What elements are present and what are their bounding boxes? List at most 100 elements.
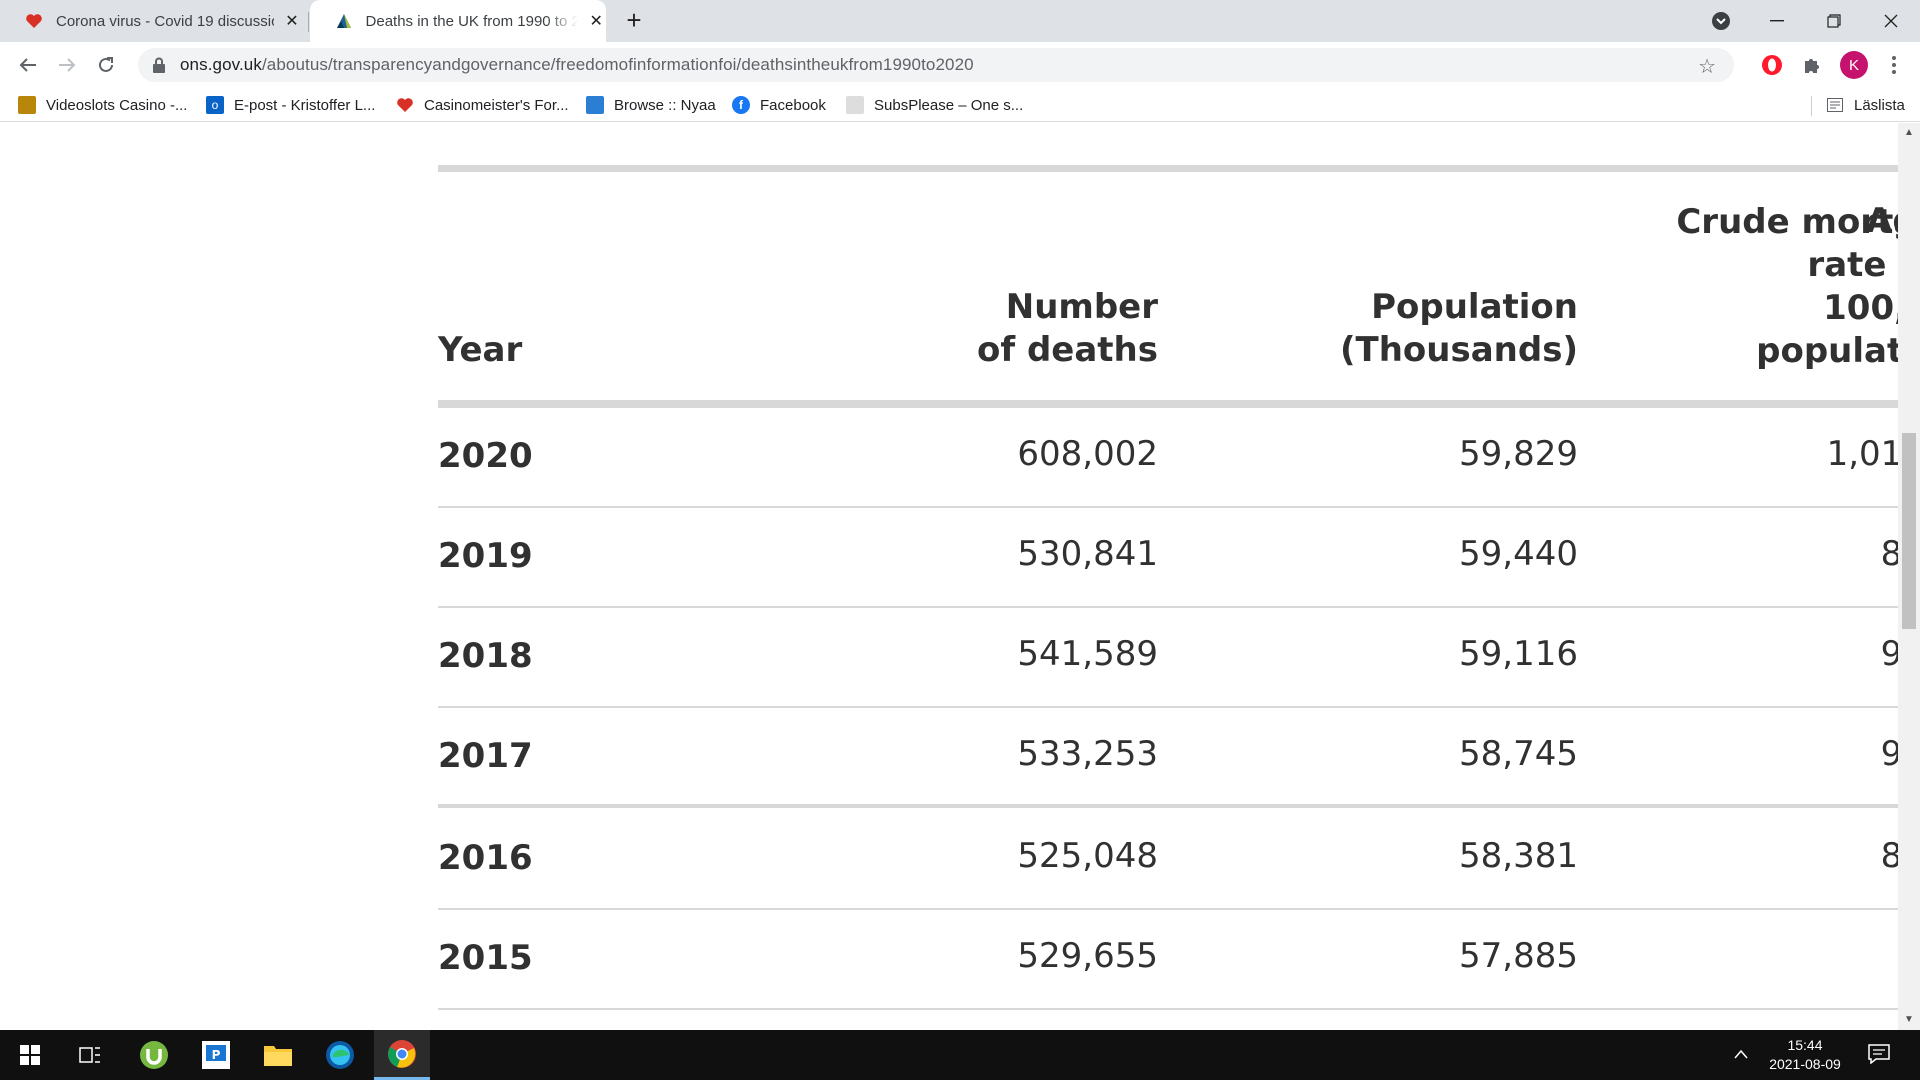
- table-row: 2017 533,253 58,745 907.7: [438, 708, 1898, 808]
- scroll-thumb[interactable]: [1902, 433, 1916, 629]
- address-bar[interactable]: ons.gov.uk/aboutus/transparencyandgovern…: [138, 48, 1734, 82]
- cell-rate: 915: [1598, 936, 1898, 976]
- bookmarks-separator: [1811, 96, 1812, 116]
- tab-separator: [308, 12, 309, 32]
- bookmark-label: E-post - Kristoffer L...: [234, 96, 376, 114]
- opera-extension-icon[interactable]: [1760, 53, 1784, 77]
- profile-avatar[interactable]: K: [1840, 51, 1868, 79]
- reading-list-label: Läslista: [1854, 96, 1905, 114]
- tab-corona-discussion[interactable]: Corona virus - Covid 19 discussion ✕: [0, 0, 308, 42]
- bookmark-label: SubsPlease – One s...: [874, 96, 1024, 114]
- close-tab-icon[interactable]: ✕: [589, 13, 603, 30]
- bookmark-epost[interactable]: o E-post - Kristoffer L...: [206, 94, 375, 116]
- system-clock[interactable]: 15:44 2021-08-09: [1750, 1036, 1860, 1074]
- cell-year: 2018: [438, 636, 533, 676]
- file-explorer-icon[interactable]: [250, 1030, 306, 1080]
- table-row: 2020 608,002 59,829 1,016.20: [438, 408, 1898, 508]
- table-row: 2016 525,048 58,381 899.3: [438, 810, 1898, 910]
- vertical-scrollbar[interactable]: ▲ ▼: [1898, 123, 1920, 1030]
- cell-rate: 907.7: [1880, 734, 1898, 774]
- notification-icon[interactable]: [1868, 1044, 1892, 1066]
- bookmark-label: Videoslots Casino -...: [46, 96, 188, 114]
- new-tab-button[interactable]: +: [626, 5, 642, 35]
- extensions-puzzle-icon[interactable]: [1800, 53, 1824, 77]
- nyaa-icon: [586, 96, 604, 114]
- cell-rate: 1,016.20: [1826, 434, 1898, 474]
- back-button[interactable]: [14, 51, 42, 79]
- cell-deaths: 529,655: [1017, 936, 1158, 976]
- header-age-partial: Ag: [1866, 201, 1898, 241]
- tab-deaths-uk[interactable]: Deaths in the UK from 1990 to 2020 ✕: [310, 0, 606, 42]
- bookmark-casinomeister[interactable]: Casinomeister's For...: [396, 94, 569, 116]
- bookmark-facebook[interactable]: f Facebook: [732, 94, 826, 116]
- table-row: 2019 530,841 59,440 893.1: [438, 508, 1898, 608]
- bookmark-label: Casinomeister's For...: [424, 96, 569, 114]
- windows-taskbar: P 15:44 2021-08-09: [0, 1030, 1920, 1080]
- header-bottom-rule: [438, 400, 1898, 408]
- cell-rate: 899.3: [1880, 836, 1898, 876]
- cell-year: 2020: [438, 436, 533, 476]
- bookmark-subsplease[interactable]: SubsPlease – One s...: [846, 94, 1023, 116]
- close-window-button[interactable]: [1862, 0, 1920, 42]
- cell-population: 59,440: [1459, 534, 1578, 574]
- reading-list-icon: [1826, 96, 1844, 114]
- scroll-down-icon[interactable]: ▼: [1904, 1014, 1914, 1025]
- bookmark-videoslots[interactable]: Videoslots Casino -...: [18, 94, 187, 116]
- reload-button[interactable]: [92, 51, 120, 79]
- reading-list-button[interactable]: Läslista: [1826, 94, 1905, 116]
- close-tab-icon[interactable]: ✕: [285, 13, 299, 30]
- menu-kebab-icon[interactable]: [1882, 53, 1906, 77]
- facebook-icon: f: [732, 96, 750, 114]
- tab-title: Corona virus - Covid 19 discussion: [56, 12, 274, 30]
- cell-year: 2016: [438, 838, 533, 878]
- tab-strip: Corona virus - Covid 19 discussion ✕ Dea…: [0, 0, 1920, 42]
- scroll-up-icon[interactable]: ▲: [1904, 127, 1914, 138]
- minimize-button[interactable]: [1748, 0, 1806, 42]
- bookmark-star-icon[interactable]: ☆: [1698, 56, 1716, 78]
- windows-logo-icon: [20, 1045, 40, 1065]
- svg-text:P: P: [212, 1048, 221, 1062]
- cell-deaths: 541,589: [1017, 634, 1158, 674]
- page-content: Year Number of deaths Population (Thousa…: [0, 123, 1898, 1030]
- bookmark-nyaa[interactable]: Browse :: Nyaa: [586, 94, 716, 116]
- edge-browser-icon[interactable]: [312, 1030, 368, 1080]
- outlook-icon: o: [206, 96, 224, 114]
- cell-population: 58,381: [1459, 836, 1578, 876]
- tab-title: Deaths in the UK from 1990 to 2020: [365, 12, 579, 30]
- forward-button[interactable]: [53, 51, 81, 79]
- bookmarks-bar: Videoslots Casino -... o E-post - Kristo…: [0, 88, 1920, 122]
- back-arrow-icon: [19, 58, 36, 72]
- heart-icon: [24, 11, 44, 31]
- chrome-taskbar-icon[interactable]: [374, 1030, 430, 1080]
- cell-year: 2019: [438, 536, 533, 576]
- table-row: 2015 529,655 57,885 915: [438, 910, 1898, 1010]
- restore-button[interactable]: [1805, 0, 1863, 42]
- chevron-up-icon[interactable]: [1734, 1046, 1748, 1062]
- cell-year: 2015: [438, 938, 533, 978]
- header-year: Year: [438, 330, 523, 370]
- task-view-button[interactable]: [62, 1030, 118, 1080]
- tab-search-button[interactable]: [1692, 0, 1750, 42]
- minimize-icon: [1770, 20, 1784, 22]
- utorrent-taskbar-icon[interactable]: [126, 1030, 182, 1080]
- cell-deaths: 525,048: [1017, 836, 1158, 876]
- cell-deaths: 530,841: [1017, 534, 1158, 574]
- clock-time: 15:44: [1787, 1037, 1823, 1053]
- url-text: ons.gov.uk/aboutus/transparencyandgovern…: [180, 55, 974, 74]
- heart-icon: [396, 96, 414, 114]
- header-deaths: Number of deaths: [976, 287, 1158, 370]
- cell-year: 2017: [438, 736, 533, 776]
- forward-arrow-icon: [59, 58, 76, 72]
- bookmark-label: Facebook: [760, 96, 826, 114]
- clock-date: 2021-08-09: [1769, 1056, 1841, 1072]
- cell-deaths: 608,002: [1017, 434, 1158, 474]
- header-mortality-rate: Crude mortality rate (per 100,000 popula…: [1676, 202, 1898, 371]
- app-taskbar-icon[interactable]: P: [188, 1030, 244, 1080]
- start-button[interactable]: [2, 1030, 58, 1080]
- cell-population: 59,829: [1459, 434, 1578, 474]
- header-population: Population (Thousands): [1340, 287, 1578, 370]
- task-view-icon: [79, 1047, 100, 1063]
- cell-deaths: 533,253: [1017, 734, 1158, 774]
- restore-icon: [1827, 14, 1841, 28]
- table-top-rule: [438, 165, 1898, 172]
